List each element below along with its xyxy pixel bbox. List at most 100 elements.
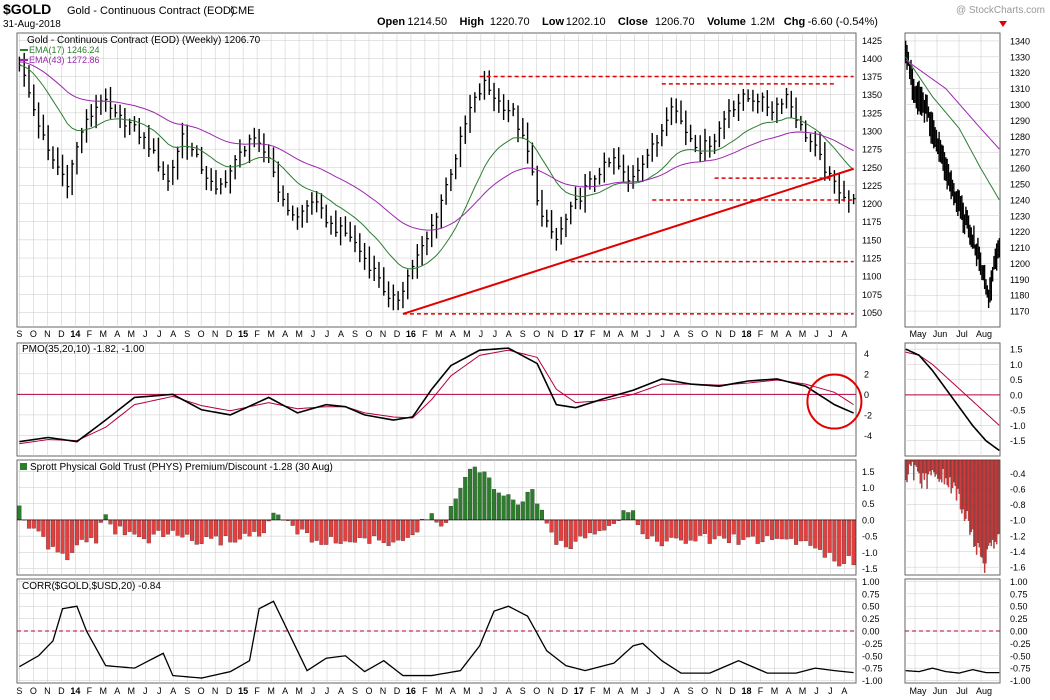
price-bar <box>780 98 784 115</box>
phys-bar <box>60 519 65 554</box>
phys-bar <box>755 519 760 544</box>
y-tick-label: 4 <box>864 349 869 359</box>
price-bar <box>742 88 746 111</box>
inset-x-tick-label: Aug <box>976 686 992 696</box>
x-tick-label: J <box>828 686 833 696</box>
price-bar <box>790 90 794 119</box>
inset-phys-bar <box>937 459 939 479</box>
x-tick-label: J <box>646 329 651 339</box>
phys-bar <box>233 519 238 543</box>
price-bar <box>66 164 70 199</box>
phys-bar <box>252 519 257 532</box>
phys-bar <box>602 519 607 531</box>
price-bar <box>296 207 300 230</box>
inset-phys-bar <box>911 459 914 462</box>
price-bar <box>167 164 171 191</box>
phys-bar <box>151 519 156 535</box>
inset-phys-bar <box>978 459 980 548</box>
x-tick-label: S <box>184 686 190 696</box>
phys-bar <box>391 519 396 543</box>
x-tick-label: A <box>338 329 344 339</box>
x-tick-label: D <box>394 686 401 696</box>
price-bar <box>694 134 698 153</box>
y-tick-label: 0.50 <box>862 602 880 612</box>
price-bar <box>210 168 214 191</box>
phys-bar <box>530 489 535 521</box>
phys-bar <box>760 519 765 543</box>
x-tick-label: F <box>590 329 596 339</box>
x-tick-label: 15 <box>238 686 248 696</box>
x-tick-label: M <box>463 686 471 696</box>
price-bar <box>675 98 679 124</box>
x-tick-label: J <box>311 329 316 339</box>
stat-key-open: Open <box>377 16 405 28</box>
price-bar <box>387 281 391 308</box>
phys-legend-swatch <box>20 463 27 470</box>
price-bar <box>555 227 559 251</box>
x-tick-label: A <box>450 686 456 696</box>
x-tick-label: A <box>506 686 512 696</box>
price-bar <box>244 145 247 157</box>
price-bar <box>565 213 568 238</box>
inset-phys-bar <box>965 459 967 519</box>
y-tick-label: 1050 <box>862 308 882 318</box>
y-tick-label: 1175 <box>862 217 881 227</box>
price-bar <box>838 172 842 204</box>
inset-phys-bar <box>961 459 963 514</box>
price-bar <box>517 105 521 143</box>
phys-bar <box>290 519 295 526</box>
x-tick-label: O <box>30 686 37 696</box>
phys-bar <box>400 519 405 541</box>
x-tick-label: J <box>479 686 484 696</box>
ema43-legend: EMA(43) 1272.86 <box>29 55 100 65</box>
y-tick-label: 1.0 <box>862 483 875 493</box>
pmo-panel-title: PMO(35,20,10) -1.82, -1.00 <box>22 344 145 355</box>
y-tick-label: 0.50 <box>1010 602 1028 612</box>
y-tick-label: 1400 <box>862 54 882 64</box>
x-tick-label: S <box>352 686 358 696</box>
phys-bar <box>396 519 401 541</box>
phys-bar <box>794 519 799 545</box>
y-tick-label: 1.00 <box>862 577 880 587</box>
x-tick-label: O <box>198 686 205 696</box>
inset-phys-bar <box>921 459 923 489</box>
price-bar <box>368 246 372 279</box>
y-tick-label: 1330 <box>1010 52 1030 62</box>
y-tick-label: -0.5 <box>1010 406 1026 416</box>
phys-bar <box>722 519 727 539</box>
trendline <box>402 167 854 315</box>
x-tick-label: F <box>758 686 764 696</box>
y-tick-label: -1.0 <box>1010 421 1026 431</box>
phys-bar <box>242 519 247 534</box>
inset-phys-bar <box>933 459 935 473</box>
price-bar <box>52 146 55 169</box>
phys-bar <box>765 519 770 536</box>
phys-bar <box>175 519 180 536</box>
inset-phys-bar <box>935 459 938 475</box>
phys-bar <box>492 489 497 521</box>
inset-phys-bar <box>987 459 990 546</box>
y-tick-label: -1.0 <box>862 548 878 558</box>
phys-bar <box>185 519 190 535</box>
y-tick-label: 1075 <box>862 290 882 300</box>
x-tick-label: N <box>212 686 219 696</box>
inset-phys-bar <box>986 459 988 550</box>
y-tick-label: 0.25 <box>862 614 880 624</box>
price-bar <box>363 242 367 270</box>
x-tick-label: N <box>380 329 387 339</box>
phys-bar <box>352 519 358 543</box>
price-bar <box>220 178 223 195</box>
inset-phys-bar <box>954 459 956 486</box>
x-tick-label: D <box>226 686 233 696</box>
phys-bar <box>405 519 410 538</box>
price-bar <box>37 102 41 139</box>
x-tick-label: J <box>814 329 819 339</box>
y-tick-label: -4 <box>864 431 872 441</box>
phys-bar <box>257 519 262 537</box>
y-tick-label: 1300 <box>1010 100 1030 110</box>
phys-bar <box>846 519 851 556</box>
phys-bar <box>650 519 655 537</box>
x-tick-label: 17 <box>574 329 584 339</box>
x-tick-label: J <box>325 686 330 696</box>
